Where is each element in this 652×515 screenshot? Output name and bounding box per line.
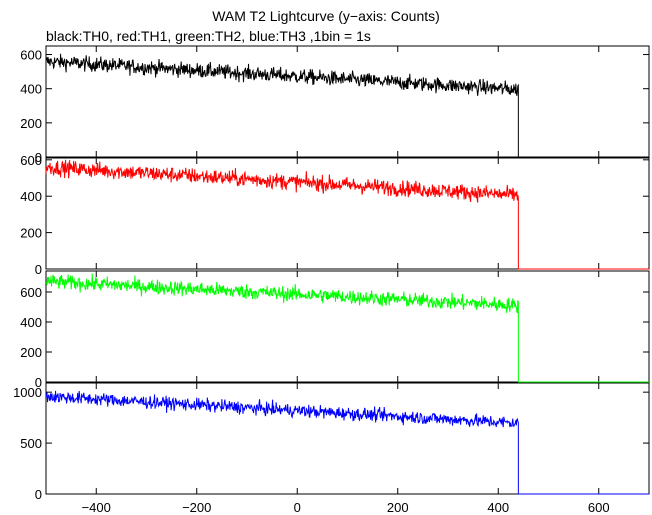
x-tick-label: −400 (82, 500, 111, 515)
y-tick-label: 400 (20, 82, 42, 97)
chart-title: WAM T2 Lightcurve (y−axis: Counts) (212, 8, 440, 24)
panel-th0: 0 200 400 600 (20, 45, 650, 165)
panel-frame (45, 45, 650, 158)
y-tick-label: 400 (20, 315, 42, 330)
x-tick-label: 600 (588, 500, 610, 515)
panel-frame (45, 157, 650, 270)
y-tick-label: 600 (20, 285, 42, 300)
panel-th1: 0 200 400 600 (20, 153, 650, 277)
y-tick-label: 600 (20, 153, 42, 168)
panel-th3: 0 500 1000 (13, 382, 650, 502)
x-tick-label: 400 (487, 500, 509, 515)
y-tick-label: 0 (35, 487, 42, 502)
x-tick-label: 200 (387, 500, 409, 515)
series-line-th0 (45, 53, 649, 158)
panel-frame (45, 382, 650, 495)
series-line-th1 (45, 159, 649, 270)
y-tick-label: 0 (35, 150, 42, 165)
panel-frame (45, 270, 650, 383)
y-tick-label: 200 (20, 226, 42, 241)
x-tick-label: 0 (294, 500, 301, 515)
y-tick-label: 0 (35, 375, 42, 390)
panel-th2: 0 200 400 600 (20, 270, 650, 390)
y-tick-label: 200 (20, 345, 42, 360)
y-tick-label: 200 (20, 116, 42, 131)
y-tick-label: 0 (35, 262, 42, 277)
y-tick-label: 500 (20, 436, 42, 451)
x-tick-label: −200 (182, 500, 211, 515)
series-line-th3 (45, 390, 649, 495)
series-line-th2 (45, 273, 649, 383)
y-tick-label: 600 (20, 48, 42, 63)
y-tick-label: 1000 (13, 385, 42, 400)
y-tick-label: 400 (20, 189, 42, 204)
chart-subtitle: black:TH0, red:TH1, green:TH2, blue:TH3 … (46, 28, 371, 44)
